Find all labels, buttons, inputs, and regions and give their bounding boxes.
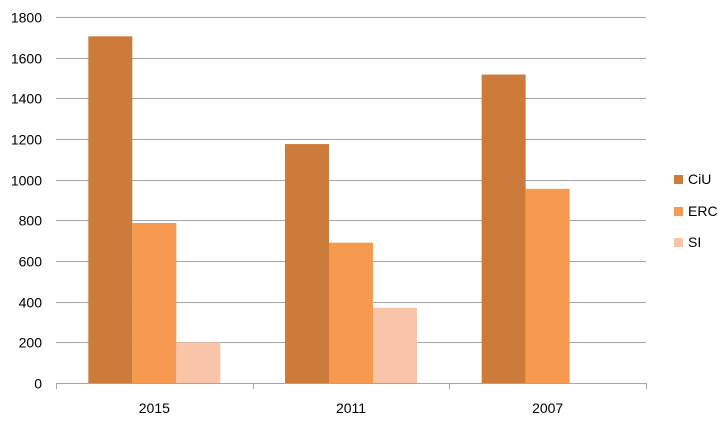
y-tick-label: 1000: [11, 173, 42, 189]
bar-ciu-2015: [88, 36, 133, 384]
x-tick-label: 2011: [336, 400, 366, 416]
legend: CiU ERC SI: [674, 171, 718, 250]
x-axis: [56, 383, 647, 389]
bar-erc-2011: [329, 242, 373, 383]
legend-swatch-erc: [674, 207, 683, 216]
y-tick-label: 400: [19, 295, 43, 311]
bar-ciu-2011: [285, 144, 329, 383]
bars: [88, 36, 570, 384]
legend-swatch-ciu: [674, 175, 683, 184]
bar-si-2015: [176, 342, 221, 383]
legend-label-ciu: CiU: [688, 171, 711, 187]
legend-swatch-si: [674, 238, 683, 247]
y-tick-label: 200: [19, 335, 43, 351]
x-axis-tick-labels: 2015 2011 2007: [139, 400, 564, 416]
x-tick-label: 2007: [532, 400, 563, 416]
y-tick-label: 1800: [11, 10, 42, 26]
legend-label-erc: ERC: [688, 203, 718, 219]
y-axis-tick-labels: 0 200 400 600 800 1000 1200 1400 1600 1800: [11, 10, 42, 392]
y-tick-label: 1600: [11, 51, 42, 67]
y-tick-label: 800: [19, 213, 43, 229]
bar-erc-2007: [525, 188, 570, 383]
y-tick-label: 600: [19, 254, 43, 270]
bar-erc-2015: [132, 222, 177, 383]
bar-ciu-2007: [481, 74, 526, 383]
y-tick-label: 0: [34, 376, 42, 392]
y-tick-label: 1200: [11, 132, 42, 148]
y-tick-label: 1400: [11, 91, 42, 107]
x-tick-label: 2015: [139, 400, 170, 416]
bar-si-2011: [373, 307, 417, 383]
legend-label-si: SI: [688, 234, 701, 250]
